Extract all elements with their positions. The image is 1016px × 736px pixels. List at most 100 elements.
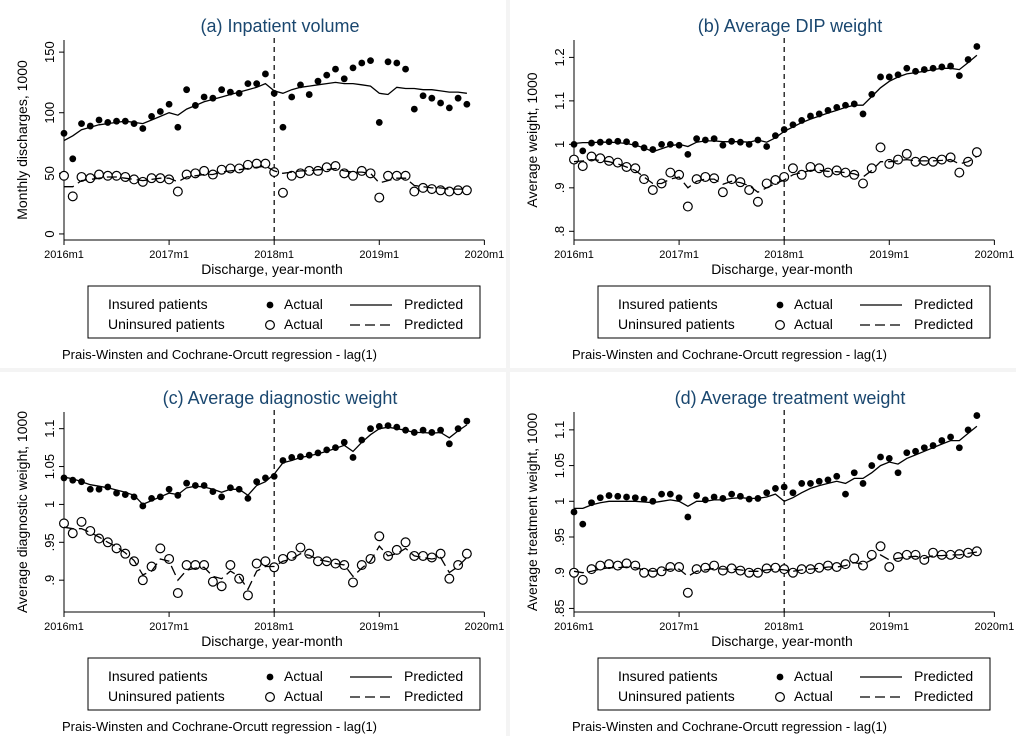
legend-hollow-marker xyxy=(775,320,786,331)
uninsured-actual-point xyxy=(647,567,658,578)
insured-actual-point xyxy=(684,150,692,158)
uninsured-actual-point xyxy=(453,185,464,196)
uninsured-actual-point xyxy=(709,560,720,571)
chart-title: (d) Average treatment weight xyxy=(675,388,906,408)
regression-note: Prais-Winsten and Cochrane-Orcutt regres… xyxy=(572,719,887,734)
uninsured-actual-point xyxy=(928,547,939,558)
uninsured-actual-point xyxy=(374,531,385,542)
y-tick-label: 1 xyxy=(42,501,57,508)
insured-predicted-line xyxy=(63,81,467,142)
uninsured-actual-point xyxy=(146,173,157,184)
insured-actual-point xyxy=(772,485,779,492)
legend-uninsured-label: Uninsured patients xyxy=(108,688,225,704)
y-tick-label: 50 xyxy=(42,166,57,180)
insured-actual-point xyxy=(763,489,771,497)
insured-actual-point xyxy=(218,493,226,501)
insured-actual-point xyxy=(824,476,832,484)
insured-actual-point xyxy=(833,103,841,111)
uninsured-actual-point xyxy=(102,170,113,181)
insured-actual-point xyxy=(658,140,665,148)
uninsured-actual-point xyxy=(726,563,737,574)
legend-insured-label: Insured patients xyxy=(108,296,208,312)
insured-actual-point xyxy=(60,474,68,482)
uninsured-actual-point xyxy=(216,581,227,592)
uninsured-actual-point xyxy=(796,169,807,180)
uninsured-actual-point xyxy=(295,542,306,553)
insured-actual-point xyxy=(850,469,858,477)
insured-actual-point xyxy=(349,64,357,72)
uninsured-actual-point xyxy=(717,565,728,576)
uninsured-actual-point xyxy=(260,556,271,567)
uninsured-actual-point xyxy=(744,185,755,196)
uninsured-actual-point xyxy=(234,163,245,174)
insured-actual-point xyxy=(323,71,331,79)
uninsured-actual-point xyxy=(453,560,464,571)
uninsured-actual-point xyxy=(612,157,623,168)
uninsured-actual-point xyxy=(971,546,982,557)
insured-actual-point xyxy=(798,480,806,487)
insured-actual-point xyxy=(358,59,366,67)
insured-actual-point xyxy=(614,137,622,145)
uninsured-predicted-line xyxy=(573,551,978,578)
insured-actual-point xyxy=(244,494,252,502)
insured-actual-point xyxy=(113,117,120,125)
insured-actual-point xyxy=(579,520,587,528)
insured-actual-point xyxy=(314,77,322,85)
x-tick-label: 2020m1 xyxy=(464,249,504,261)
uninsured-actual-point xyxy=(374,192,385,203)
insured-actual-point xyxy=(165,485,173,493)
uninsured-actual-point xyxy=(822,167,833,178)
y-tick-label: 1 xyxy=(552,141,567,148)
y-tick-label: .95 xyxy=(42,533,57,551)
legend-actual-label: Actual xyxy=(284,688,323,704)
insured-actual-point xyxy=(191,482,199,489)
insured-actual-point xyxy=(279,123,287,131)
insured-actual-point xyxy=(218,86,226,94)
insured-actual-point xyxy=(693,135,701,143)
insured-actual-point xyxy=(877,453,884,461)
uninsured-actual-point xyxy=(858,560,869,571)
uninsured-actual-point xyxy=(111,170,122,181)
uninsured-actual-point xyxy=(893,154,904,165)
insured-actual-point xyxy=(139,125,147,132)
insured-actual-point xyxy=(367,425,374,433)
uninsured-actual-point xyxy=(665,167,676,178)
insured-actual-point xyxy=(938,63,946,71)
insured-actual-point xyxy=(877,73,884,81)
insured-actual-point xyxy=(384,58,392,66)
insured-actual-point xyxy=(183,479,191,487)
insured-actual-point xyxy=(920,444,928,452)
uninsured-actual-point xyxy=(120,171,131,182)
uninsured-actual-point xyxy=(67,191,78,202)
uninsured-actual-point xyxy=(461,548,472,559)
chart-panel-1: (a) Inpatient volume 0 50 100 150 Monthly dis… xyxy=(14,16,504,362)
insured-actual-point xyxy=(623,493,630,501)
insured-actual-point xyxy=(938,437,946,444)
insured-actual-point xyxy=(305,451,313,459)
uninsured-actual-point xyxy=(67,528,78,539)
uninsured-actual-point xyxy=(752,567,763,578)
uninsured-actual-point xyxy=(796,564,807,575)
insured-actual-point xyxy=(728,490,736,498)
uninsured-actual-point xyxy=(461,185,472,196)
insured-actual-point xyxy=(912,67,919,75)
uninsured-actual-point xyxy=(761,563,772,574)
uninsured-actual-point xyxy=(814,562,825,573)
insured-actual-point xyxy=(174,123,182,131)
uninsured-actual-point xyxy=(884,562,895,573)
uninsured-actual-point xyxy=(181,560,192,571)
legend-insured-label: Insured patients xyxy=(618,668,718,684)
x-tick-label: 2016m1 xyxy=(44,249,84,261)
x-tick-label: 2019m1 xyxy=(869,249,909,261)
uninsured-actual-point xyxy=(700,562,711,573)
insured-actual-point xyxy=(833,472,841,480)
insured-actual-point xyxy=(437,426,444,434)
uninsured-actual-point xyxy=(286,550,297,561)
x-tick-label: 2018m1 xyxy=(254,621,294,633)
uninsured-actual-point xyxy=(418,182,429,193)
uninsured-actual-point xyxy=(242,590,253,601)
uninsured-actual-point xyxy=(866,163,877,174)
insured-actual-point xyxy=(745,495,753,503)
uninsured-actual-point xyxy=(409,186,420,197)
uninsured-actual-point xyxy=(770,175,781,186)
